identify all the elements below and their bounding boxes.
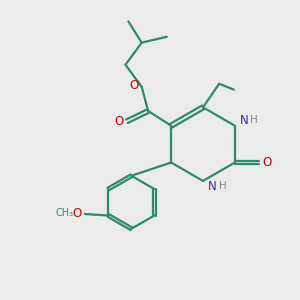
Text: N: N [240,114,249,127]
Text: O: O [129,79,139,92]
Text: H: H [219,181,226,191]
Text: O: O [72,207,81,220]
Text: CH₃: CH₃ [56,208,74,218]
Text: H: H [250,116,258,125]
Text: O: O [262,156,272,169]
Text: N: N [208,180,217,193]
Text: O: O [114,115,123,128]
